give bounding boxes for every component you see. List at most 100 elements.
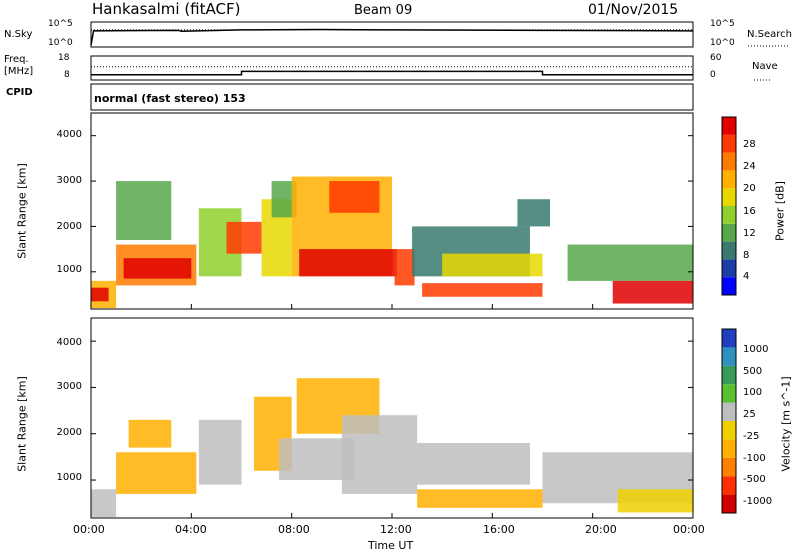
velocity-cbar-tick: 25 — [743, 409, 756, 420]
frequency-line — [91, 70, 693, 76]
cpid-label: CPID — [6, 87, 33, 98]
power-region — [123, 258, 192, 279]
velocity-cbar-tick: 500 — [743, 366, 763, 377]
tick-marks — [90, 135, 694, 518]
velocity-region — [617, 489, 693, 513]
noise-axis-right-top: 10^5 — [710, 19, 735, 29]
power-region — [329, 181, 380, 213]
power-cbar-tick: 16 — [743, 206, 756, 217]
nsky-label: N.Sky — [4, 29, 33, 40]
date-title: 01/Nov/2015 — [588, 2, 679, 18]
velocity-cbar-swatch — [722, 421, 736, 440]
velocity-region — [91, 489, 117, 518]
time-tick: 16:00 — [483, 523, 515, 536]
cpid-panel — [90, 83, 694, 111]
time-axis-label: Time UT — [368, 539, 414, 552]
power-cbar-tick: 8 — [743, 250, 750, 261]
power-region — [422, 283, 543, 297]
velocity-range-tick: 2000 — [56, 427, 82, 438]
noise-frame — [90, 21, 694, 48]
power-region — [612, 280, 693, 304]
velocity-cbar-swatch — [722, 439, 736, 458]
nsearch-label: N.Search — [747, 29, 793, 40]
power-cbar-swatch — [722, 223, 736, 242]
station-title: Hankasalmi (fitACF) — [92, 0, 241, 18]
power-cbar-tick: 12 — [743, 228, 756, 239]
power-region — [394, 249, 415, 286]
power-cbar-swatch — [722, 188, 736, 206]
velocity-cbar-swatch — [722, 494, 736, 513]
power-cbar-swatch — [722, 134, 736, 153]
velocity-cbar-tick: 100 — [743, 387, 763, 398]
power-panel — [90, 112, 694, 310]
velocity-region — [116, 452, 197, 494]
velocity-region — [417, 443, 530, 485]
freq-label: Freq. — [4, 54, 29, 65]
noise-axis-left-bottom: 10^0 — [48, 38, 73, 48]
power-region — [91, 287, 109, 302]
velocity-cbar-swatch — [722, 457, 736, 477]
power-cbar-tick: 20 — [743, 183, 756, 194]
freq-axis-right-top: 60 — [710, 53, 722, 63]
power-cbar-swatch — [722, 277, 736, 295]
noise-panel — [90, 21, 790, 48]
noise-axis-left-top: 10^5 — [48, 19, 73, 29]
velocity-cbar-tick: -25 — [743, 431, 760, 442]
time-tick: 00:00 — [673, 523, 705, 536]
time-tick: 08:00 — [278, 523, 310, 536]
power-cbar-swatch — [722, 206, 736, 224]
velocity-range-tick: 4000 — [56, 337, 82, 348]
power-region — [226, 221, 262, 254]
nsky-line — [90, 28, 694, 46]
time-tick: 04:00 — [175, 523, 207, 536]
velocity-cbar-swatch — [722, 476, 736, 495]
power-cbar-swatch — [722, 241, 736, 260]
cpid-value: normal (fast stereo) 153 — [94, 92, 246, 105]
velocity-region — [198, 419, 242, 485]
velocity-cbar-swatch — [722, 365, 736, 385]
velocity-cbar-swatch — [722, 347, 736, 366]
power-region — [442, 253, 543, 277]
power-cbar-swatch — [722, 117, 736, 135]
nave-label: Nave — [752, 61, 778, 72]
freq-axis-right-bottom: 0 — [710, 70, 716, 80]
power-region — [567, 244, 693, 281]
velocity-cbar-swatch — [722, 384, 736, 403]
velocity-range-axis-label: Slant Range [km] — [15, 376, 29, 472]
velocity-range-tick: 3000 — [56, 381, 82, 392]
colorbars — [721, 116, 737, 514]
power-cbar-tick: 24 — [743, 161, 756, 172]
velocity-cbar-swatch — [722, 329, 736, 348]
freq-axis-left-top: 18 — [58, 53, 70, 63]
velocity-cbar-tick: -1000 — [743, 496, 773, 507]
power-cbar-label: Power [dB] — [773, 181, 787, 241]
power-region — [116, 181, 172, 241]
power-cbar-tick: 28 — [743, 139, 756, 150]
power-cbar-swatch — [722, 152, 736, 171]
power-cbar-swatch — [722, 259, 736, 278]
velocity-cbar-label: Velocity [m s^-1] — [779, 376, 793, 472]
velocity-cbar-tick: -500 — [743, 474, 766, 485]
velocity-panel — [90, 317, 694, 519]
time-tick: 12:00 — [380, 523, 412, 536]
freq-axis-left-bottom: 8 — [64, 70, 70, 80]
noise-axis-right-bottom: 10^0 — [710, 38, 735, 48]
velocity-region — [341, 415, 418, 494]
time-tick: 20:00 — [585, 523, 617, 536]
power-region — [299, 249, 398, 277]
cpid-frame — [90, 83, 694, 111]
power-range-tick: 1000 — [56, 264, 82, 275]
velocity-cbar-swatch — [722, 402, 736, 421]
velocity-cbar-tick: -100 — [743, 453, 766, 464]
power-cbar-swatch — [722, 170, 736, 189]
frequency-panel — [90, 55, 772, 81]
power-cbar-tick: 4 — [743, 271, 750, 282]
power-range-tick: 2000 — [56, 221, 82, 232]
velocity-region — [128, 419, 172, 448]
power-range-tick: 3000 — [56, 175, 82, 186]
frequency-frame — [90, 55, 694, 81]
power-region — [517, 199, 551, 227]
beam-title: Beam 09 — [354, 3, 413, 18]
velocity-region — [417, 489, 543, 508]
